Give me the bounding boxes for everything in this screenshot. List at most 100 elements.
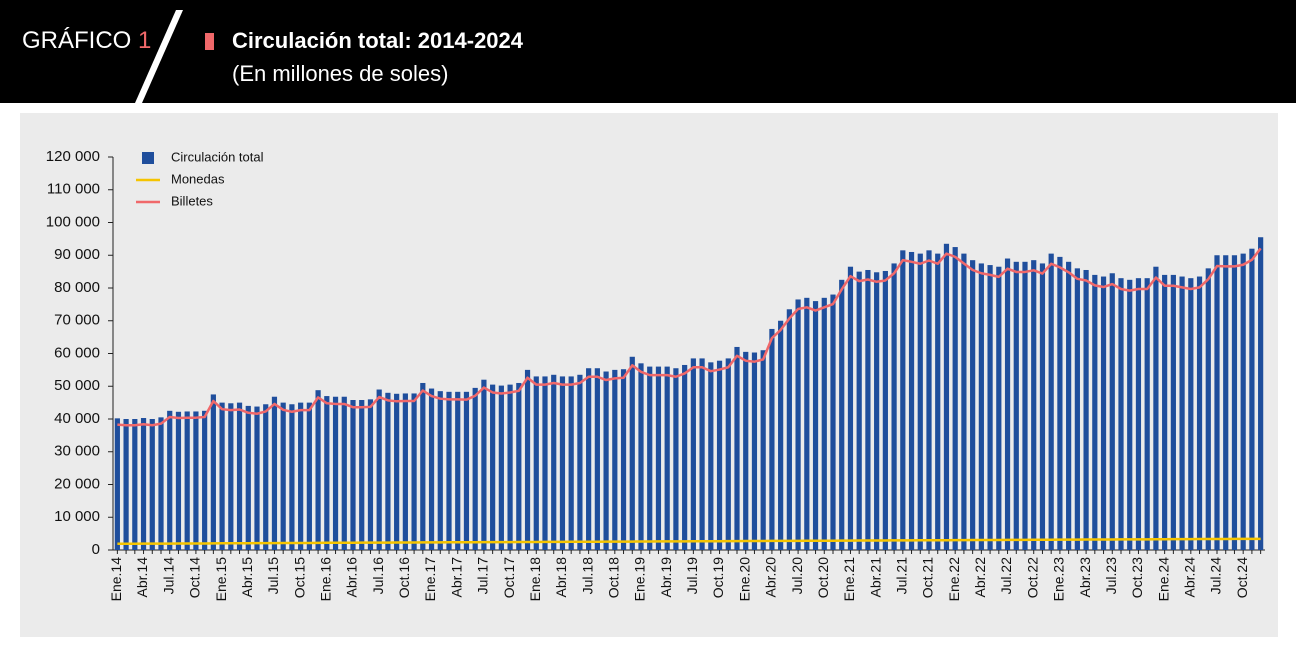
bar (245, 405, 251, 550)
x-tick-label: Abr.15 (239, 557, 255, 598)
bar (725, 358, 731, 550)
bar (498, 385, 504, 550)
bar (865, 269, 871, 550)
bar (446, 391, 452, 550)
bar (900, 250, 906, 550)
bar (507, 384, 513, 550)
figure-label: GRÁFICO 1 (22, 27, 151, 54)
bar (420, 382, 426, 550)
bar (1144, 278, 1150, 550)
bar (516, 382, 522, 550)
x-tick-label: Abr.18 (553, 557, 569, 598)
bar (856, 271, 862, 550)
bar (891, 263, 897, 550)
bar (490, 384, 496, 550)
bar (1223, 255, 1229, 550)
x-tick-label: Ene.15 (213, 557, 229, 602)
y-tick-label: 10 000 (54, 508, 100, 525)
x-tick-label: Oct.19 (710, 557, 726, 598)
bar (664, 366, 670, 550)
y-tick-label: 80 000 (54, 279, 100, 296)
bar (586, 368, 592, 550)
x-tick-label: Jul.21 (894, 557, 910, 595)
bar (551, 374, 557, 550)
bar (1162, 274, 1168, 550)
bar (908, 251, 915, 550)
x-tick-label: Ene.19 (632, 557, 648, 602)
x-tick-label: Abr.14 (134, 557, 150, 598)
bar (298, 402, 304, 550)
header-band (0, 0, 1296, 103)
bar (263, 404, 269, 550)
x-tick-label: Abr.22 (972, 557, 988, 598)
bar (202, 410, 208, 550)
bar (315, 390, 321, 550)
bar (140, 418, 147, 550)
bar (647, 366, 653, 550)
bar (1188, 278, 1194, 550)
y-tick-label: 0 (92, 541, 100, 558)
bar (1074, 268, 1080, 550)
y-tick-label: 100 000 (46, 213, 100, 230)
bar (1179, 276, 1185, 550)
x-tick-label: Jul.18 (579, 557, 595, 595)
y-tick-label: 60 000 (54, 344, 100, 361)
x-tick-label: Abr.23 (1077, 557, 1093, 598)
legend-label: Monedas (171, 171, 225, 186)
bar (943, 243, 950, 550)
bar (568, 376, 574, 550)
bar (132, 419, 138, 550)
bar (751, 352, 758, 550)
bar (699, 358, 705, 550)
x-tick-label: Abr.21 (867, 557, 883, 598)
x-tick-label: Jul.17 (475, 557, 491, 595)
bar (167, 410, 173, 550)
line (117, 247, 1262, 427)
bar (184, 411, 190, 550)
x-tick-label: Abr.17 (448, 557, 464, 598)
x-tick-label: Jul.23 (1103, 557, 1119, 595)
bar (158, 417, 164, 550)
bar (629, 356, 635, 550)
bar (778, 320, 784, 550)
bar (1196, 276, 1203, 550)
bar (359, 400, 365, 550)
x-tick-label: Jul.20 (789, 557, 805, 595)
bar (612, 369, 618, 550)
bar (970, 260, 976, 550)
bar (367, 399, 374, 550)
y-tick-label: 30 000 (54, 443, 100, 460)
bar (839, 279, 845, 550)
x-tick-label: Jul.24 (1208, 557, 1224, 595)
header-divider (135, 10, 183, 103)
bar (1135, 278, 1142, 550)
bar (324, 396, 330, 550)
bar (1100, 276, 1107, 550)
x-tick-label: Abr.24 (1182, 557, 1198, 598)
bar (847, 266, 854, 550)
bar (795, 299, 801, 550)
bar (481, 379, 487, 550)
bar (437, 391, 443, 550)
bar (690, 358, 696, 550)
bar (935, 253, 941, 551)
line (117, 537, 1261, 546)
bar (1109, 273, 1115, 550)
bar (1004, 258, 1011, 550)
bar (1083, 269, 1089, 550)
bar (882, 270, 888, 550)
bar (926, 250, 932, 550)
y-tick-label: 70 000 (54, 312, 100, 329)
bar (210, 394, 216, 550)
title-marker (205, 33, 214, 50)
bar (559, 376, 566, 550)
x-tick-label: Abr.19 (658, 557, 674, 598)
x-tick-label: Ene.21 (841, 557, 857, 602)
bar (874, 272, 880, 550)
bar (812, 301, 819, 550)
figure-label-text: GRÁFICO (22, 27, 131, 54)
bar (952, 247, 958, 550)
bar (1170, 274, 1176, 550)
bar (734, 346, 740, 550)
